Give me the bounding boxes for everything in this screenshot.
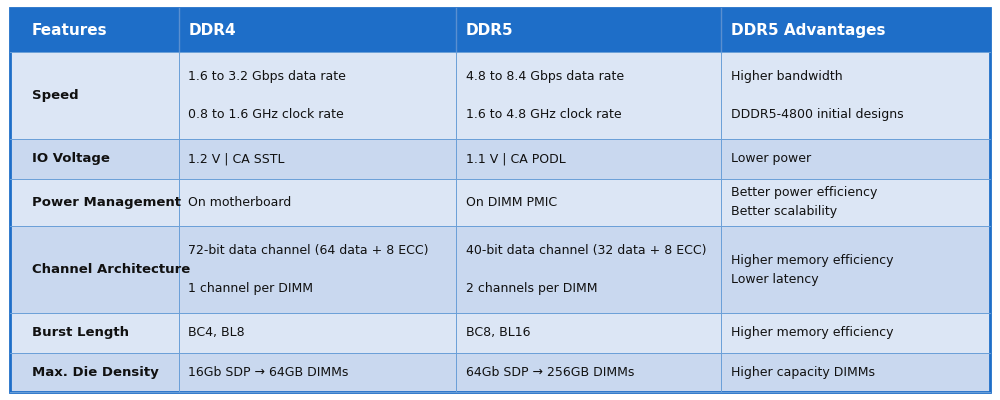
Bar bbox=[10, 226, 990, 313]
Text: Speed: Speed bbox=[32, 89, 78, 102]
Text: Burst Length: Burst Length bbox=[32, 326, 129, 339]
Text: Max. Die Density: Max. Die Density bbox=[32, 366, 158, 379]
Text: Better power efficiency
Better scalability: Better power efficiency Better scalabili… bbox=[731, 186, 878, 218]
Text: DDR4: DDR4 bbox=[188, 22, 236, 38]
Bar bbox=[10, 139, 990, 178]
Text: IO Voltage: IO Voltage bbox=[32, 152, 109, 165]
Text: On DIMM PMIC: On DIMM PMIC bbox=[466, 196, 557, 209]
Text: Higher memory efficiency
Lower latency: Higher memory efficiency Lower latency bbox=[731, 254, 894, 286]
Text: 64Gb SDP → 256GB DIMMs: 64Gb SDP → 256GB DIMMs bbox=[466, 366, 634, 379]
Text: DDR5: DDR5 bbox=[466, 22, 513, 38]
Text: Features: Features bbox=[32, 22, 107, 38]
Text: DDR5 Advantages: DDR5 Advantages bbox=[731, 22, 886, 38]
Bar bbox=[10, 313, 990, 352]
Text: BC4, BL8: BC4, BL8 bbox=[188, 326, 245, 339]
Text: 72-bit data channel (64 data + 8 ECC)

1 channel per DIMM: 72-bit data channel (64 data + 8 ECC) 1 … bbox=[188, 244, 429, 295]
Text: Higher capacity DIMMs: Higher capacity DIMMs bbox=[731, 366, 875, 379]
Bar bbox=[10, 352, 990, 392]
Text: 1.1 V | CA PODL: 1.1 V | CA PODL bbox=[466, 152, 565, 165]
Text: Lower power: Lower power bbox=[731, 152, 811, 165]
Bar bbox=[10, 178, 990, 226]
Text: 1.6 to 3.2 Gbps data rate

0.8 to 1.6 GHz clock rate: 1.6 to 3.2 Gbps data rate 0.8 to 1.6 GHz… bbox=[188, 70, 346, 121]
Text: Channel Architecture: Channel Architecture bbox=[32, 263, 190, 276]
Text: 16Gb SDP → 64GB DIMMs: 16Gb SDP → 64GB DIMMs bbox=[188, 366, 349, 379]
Text: On motherboard: On motherboard bbox=[188, 196, 292, 209]
Bar bbox=[10, 8, 990, 52]
Text: Higher bandwidth

DDDR5-4800 initial designs: Higher bandwidth DDDR5-4800 initial desi… bbox=[731, 70, 904, 121]
Text: BC8, BL16: BC8, BL16 bbox=[466, 326, 530, 339]
Text: Power Management: Power Management bbox=[32, 196, 181, 209]
Text: 40-bit data channel (32 data + 8 ECC)

2 channels per DIMM: 40-bit data channel (32 data + 8 ECC) 2 … bbox=[466, 244, 706, 295]
Text: 4.8 to 8.4 Gbps data rate

1.6 to 4.8 GHz clock rate: 4.8 to 8.4 Gbps data rate 1.6 to 4.8 GHz… bbox=[466, 70, 624, 121]
Text: 1.2 V | CA SSTL: 1.2 V | CA SSTL bbox=[188, 152, 285, 165]
Text: Higher memory efficiency: Higher memory efficiency bbox=[731, 326, 894, 339]
Bar bbox=[10, 52, 990, 139]
